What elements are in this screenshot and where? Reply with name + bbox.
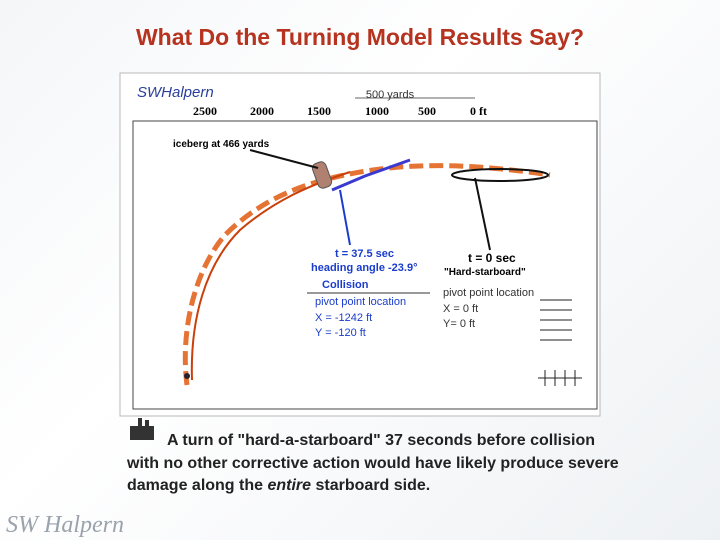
caption-icon xyxy=(130,418,154,440)
scale-label: 500 yards xyxy=(366,89,415,101)
start-time: t = 0 sec xyxy=(468,251,516,265)
iceberg-label: iceberg at 466 yards xyxy=(173,139,270,150)
ruler-label: 1000 xyxy=(365,104,389,118)
collision-y: Y = -120 ft xyxy=(315,327,366,339)
collision-heading: heading angle -23.9° xyxy=(311,262,417,274)
collision-x: X = -1242 ft xyxy=(315,312,372,324)
start-pointer xyxy=(474,177,491,251)
pivot xyxy=(184,373,190,379)
caption-text: starboard side. xyxy=(315,477,431,494)
ruler-label: 0 ft xyxy=(470,104,487,118)
trajectory-inner xyxy=(190,171,351,381)
start-pivot: pivot point location xyxy=(443,287,534,299)
grid-marks xyxy=(538,299,582,386)
ruler: 2500 2000 1500 1000 500 0 ft xyxy=(193,104,487,118)
bow-track xyxy=(331,158,411,192)
collision-time: t = 37.5 sec xyxy=(335,248,394,260)
iceberg-pointer xyxy=(249,149,319,169)
logo: SWHalpern xyxy=(137,84,214,101)
footer-logo: SW Halpern xyxy=(6,512,124,538)
start-x: X = 0 ft xyxy=(443,303,478,315)
slide-title: What Do the Turning Model Results Say? xyxy=(135,24,585,50)
collision-label: Collision xyxy=(322,279,369,291)
caption: A turn of "hard-a-starboard" 37 seconds … xyxy=(127,430,627,498)
ruler-label: 500 xyxy=(418,104,436,118)
caption-text: A turn of "hard-a-starboard" 37 seconds … xyxy=(127,432,619,494)
ship-start xyxy=(451,168,549,182)
collision-pivot: pivot point location xyxy=(315,296,406,308)
ruler-label: 2000 xyxy=(250,104,274,118)
collision-pointer xyxy=(339,189,351,246)
start-label: "Hard-starboard" xyxy=(444,267,526,278)
ruler-label: 1500 xyxy=(307,104,331,118)
caption-emphasis: entire xyxy=(267,477,312,494)
trajectory xyxy=(182,163,551,386)
ruler-label: 2500 xyxy=(193,104,217,118)
start-y: Y= 0 ft xyxy=(443,318,475,330)
